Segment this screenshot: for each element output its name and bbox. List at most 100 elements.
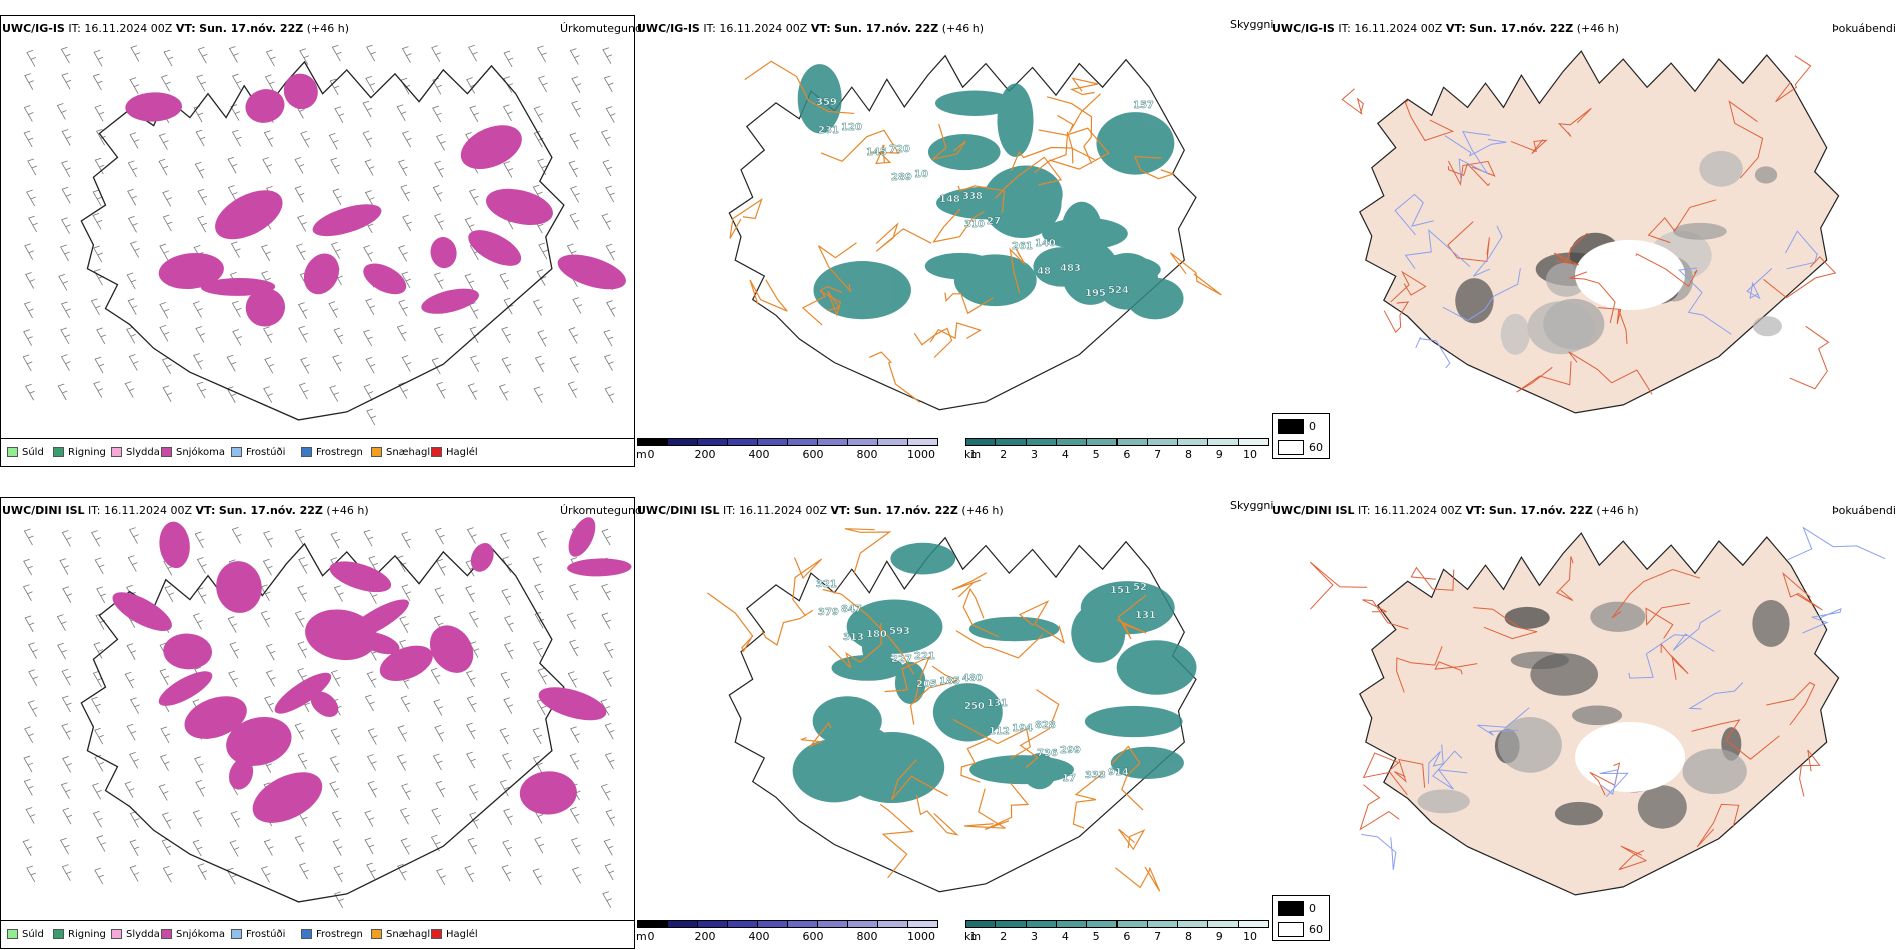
ceiling-label: 145	[866, 147, 887, 158]
precip-legend-bottom: Súld Rigning Slydda Snjókoma Frostúði Frostre…	[1, 920, 634, 948]
colorbar-tick: 5	[1092, 930, 1100, 943]
legend-item: Snæhagl	[371, 447, 430, 458]
fog-index-key: 0 60	[1272, 413, 1330, 459]
fog-key-label: 0	[1309, 902, 1316, 915]
colorbar-tick: 1000	[907, 930, 935, 943]
panel-name-vis-bottom: Skyggni	[1230, 499, 1274, 512]
ceiling-label: 205	[916, 679, 937, 690]
ceiling-label: 333	[1085, 770, 1106, 781]
ceiling-label: 524	[1108, 285, 1129, 296]
legend-label: Slydda	[126, 447, 160, 458]
wind-barbs	[22, 44, 616, 426]
ceiling-colorbar-bottom: m 0 200 400 600 800 1000	[636, 920, 938, 944]
colorbar-tick: 4	[1061, 930, 1069, 943]
colorbar-unit: km	[964, 448, 982, 461]
legend-swatch	[371, 929, 382, 939]
colorbar-segment	[1146, 438, 1179, 446]
colorbar-tick: 10	[1243, 930, 1257, 943]
colorbar-segment	[1055, 438, 1088, 446]
legend-label: Frostregn	[316, 447, 363, 458]
legend-swatch	[7, 929, 18, 939]
colorbar-tick: 0	[647, 930, 655, 943]
colorbar-tick: 7	[1154, 448, 1162, 461]
colorbar-tick: 200	[694, 930, 716, 943]
snow-areas	[112, 517, 632, 823]
ceiling-label: 359	[816, 97, 837, 108]
colorbar-segment	[877, 438, 908, 446]
legend-item: Frostregn	[301, 929, 363, 940]
colorbar-segment	[667, 920, 698, 928]
colorbar-segment	[787, 920, 818, 928]
legend-label: Slydda	[126, 929, 160, 940]
ceiling-label: 151	[1110, 585, 1131, 596]
ceiling-label: 131	[987, 698, 1008, 709]
ceiling-label: 52	[1133, 582, 1147, 593]
snow-areas	[125, 73, 626, 327]
precip-legend-top: Súld Rigning Slydda Snjókoma Frostúði Frostre…	[1, 438, 634, 466]
legend-swatch	[431, 447, 442, 457]
legend-swatch	[7, 447, 18, 457]
colorbar-segment	[667, 438, 698, 446]
legend-swatch	[371, 447, 382, 457]
legend-item: Rigning	[53, 929, 106, 940]
colorbar-tick: 600	[802, 448, 824, 461]
legend-label: Rigning	[68, 929, 106, 940]
roads-rivers	[1309, 526, 1886, 871]
legend-swatch	[53, 447, 64, 457]
ceiling-label: 289	[891, 172, 912, 183]
legend-item: Frostregn	[301, 447, 363, 458]
visibility-map-top: 359 720 338 140 524 120 10 27 483 157 145 148 261 195…	[728, 54, 1222, 411]
legend-label: Frostregn	[316, 929, 363, 940]
colorbar-tick: 5	[1092, 448, 1100, 461]
legend-item: Haglél	[431, 929, 478, 940]
ceiling-label: 120	[841, 122, 862, 133]
colorbar-tick: 0	[647, 448, 655, 461]
legend-label: Frostúði	[246, 929, 286, 940]
colorbar-tick: 3	[1031, 930, 1039, 943]
title-vis-top: UWC/IG-IS IT: 16.11.2024 00Z VT: Sun. 17…	[637, 22, 984, 35]
legend-item: Slydda	[111, 929, 160, 940]
colorbar-tick: 2	[1000, 448, 1008, 461]
colorbar-tick: 4	[1061, 448, 1069, 461]
ceiling-label: 194	[1012, 723, 1033, 734]
ceiling-colorbar-top: m 0 200 400 600 800 1000	[636, 438, 938, 462]
legend-swatch	[111, 929, 122, 939]
ceiling-label: 828	[1035, 720, 1056, 731]
colorbar-tick: 8	[1184, 930, 1192, 943]
visibility-map-bottom: 321 593 480 828 914 847 221 131 299 52 180 185 194 33…	[706, 528, 1197, 893]
iceland-land	[1359, 50, 1840, 414]
ceiling-label: 48	[1037, 266, 1051, 277]
colorbar-unit: m	[636, 448, 647, 461]
colorbar-tick: 800	[856, 448, 878, 461]
ceiling-label: 112	[989, 726, 1010, 737]
legend-label: Súld	[22, 447, 44, 458]
colorbar-tick: 9	[1215, 930, 1223, 943]
colorbar-segment	[757, 438, 788, 446]
panel-name-fog-top: Þokuábendi	[1832, 22, 1896, 35]
colorbar-tick: 9	[1215, 448, 1223, 461]
legend-swatch	[301, 929, 312, 939]
panel-name-precip-top: Úrkomutegund	[560, 22, 642, 35]
legend-item: Rigning	[53, 447, 106, 458]
road-network	[729, 60, 1222, 403]
colorbar-segment	[965, 920, 997, 928]
precip-type-panel-top: Súld Rigning Slydda Snjókoma Frostúði Frostre…	[0, 15, 635, 467]
ceiling-label: 261	[1012, 241, 1033, 252]
colorbar-segment	[1025, 920, 1057, 928]
colorbar-tick: 400	[748, 448, 770, 461]
colorbar-tick: 10	[1243, 448, 1257, 461]
visibility-colorbar-top: km 1 2 3 4 5 6 7 8 9 10	[964, 438, 1269, 462]
low-visibility-areas	[797, 64, 1184, 320]
colorbar-segment	[1177, 438, 1209, 446]
ceiling-label: 593	[889, 626, 910, 637]
colorbar-tick: 3	[1031, 448, 1039, 461]
ceiling-label: 299	[1060, 745, 1081, 756]
title-vis-bottom: UWC/DINI ISL IT: 16.11.2024 00Z VT: Sun.…	[637, 504, 1004, 517]
fog-key-swatch	[1278, 419, 1304, 434]
low-visibility-areas	[792, 542, 1197, 804]
legend-label: Snæhagl	[386, 929, 431, 940]
fog-index-areas	[1417, 600, 1790, 829]
legend-swatch	[301, 447, 312, 457]
colorbar-tick: 400	[748, 930, 770, 943]
colorbar-segment	[965, 438, 997, 446]
